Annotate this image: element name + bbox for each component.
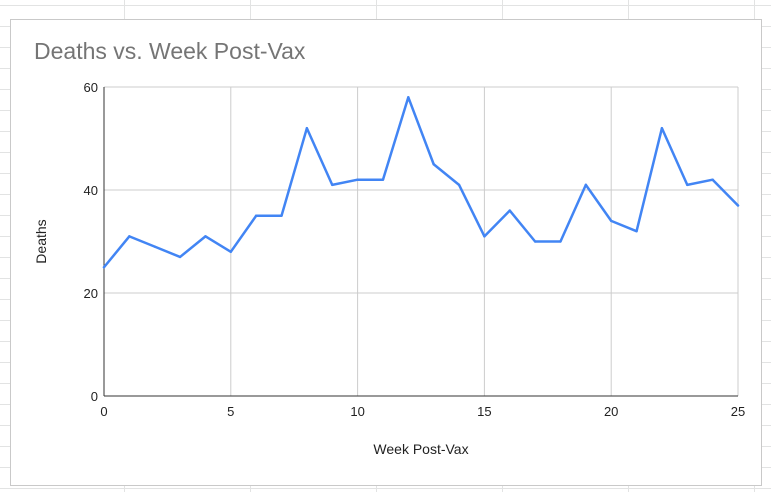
data-point [407,96,410,99]
data-point [305,127,309,130]
data-point [381,178,385,181]
data-point [686,183,689,187]
data-point [153,245,156,248]
data-point [331,183,334,187]
data-point [610,219,613,223]
grid-lines [104,86,739,396]
data-point [660,127,664,130]
y-tick-label: 0 [91,389,98,404]
data-point [229,250,232,253]
data-point [432,163,435,166]
data-point [280,214,283,217]
x-tick-label: 5 [227,404,234,419]
data-point [254,214,258,217]
x-tick-label: 20 [604,404,618,419]
y-tick-label: 40 [84,183,98,198]
series-layer [102,96,740,269]
y-tick-label: 60 [84,80,98,95]
x-axis-label: Week Post-Vax [373,441,468,457]
data-point [356,178,359,181]
data-point [508,209,511,212]
data-point [559,240,562,243]
chart-card[interactable]: Deaths vs. Week Post-Vax [10,19,762,486]
data-point [102,266,106,269]
data-point [483,235,486,238]
data-point [736,204,740,207]
x-tick-label: 10 [350,404,364,419]
data-point [533,240,537,243]
data-point [584,183,588,187]
chart-title: Deaths vs. Week Post-Vax [34,38,306,64]
data-point [204,235,207,238]
data-point [178,255,182,259]
x-tick-label: 0 [100,404,107,419]
data-point [711,178,714,181]
data-point [128,235,131,238]
y-axis-label: Deaths [33,219,49,263]
tick-labels: 0 5 10 15 20 25 0 20 40 60 [84,80,746,419]
y-tick-label: 20 [84,286,98,301]
axes [103,87,738,397]
series-line [102,96,740,269]
data-point [457,183,461,187]
data-point [635,230,638,233]
x-tick-label: 15 [477,404,491,419]
x-tick-label: 25 [731,404,745,419]
